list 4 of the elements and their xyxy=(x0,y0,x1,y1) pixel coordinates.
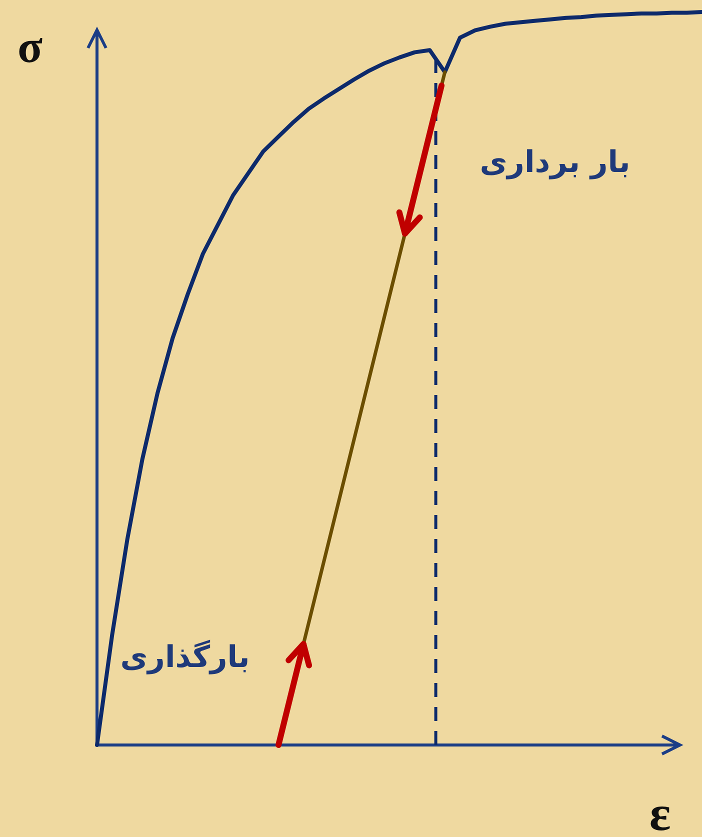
annotation: بار برداری xyxy=(480,145,630,180)
x-axis-title: ε xyxy=(649,785,671,837)
annotation: بارگذاری xyxy=(120,639,250,675)
y-axis-title: σ xyxy=(17,21,43,72)
